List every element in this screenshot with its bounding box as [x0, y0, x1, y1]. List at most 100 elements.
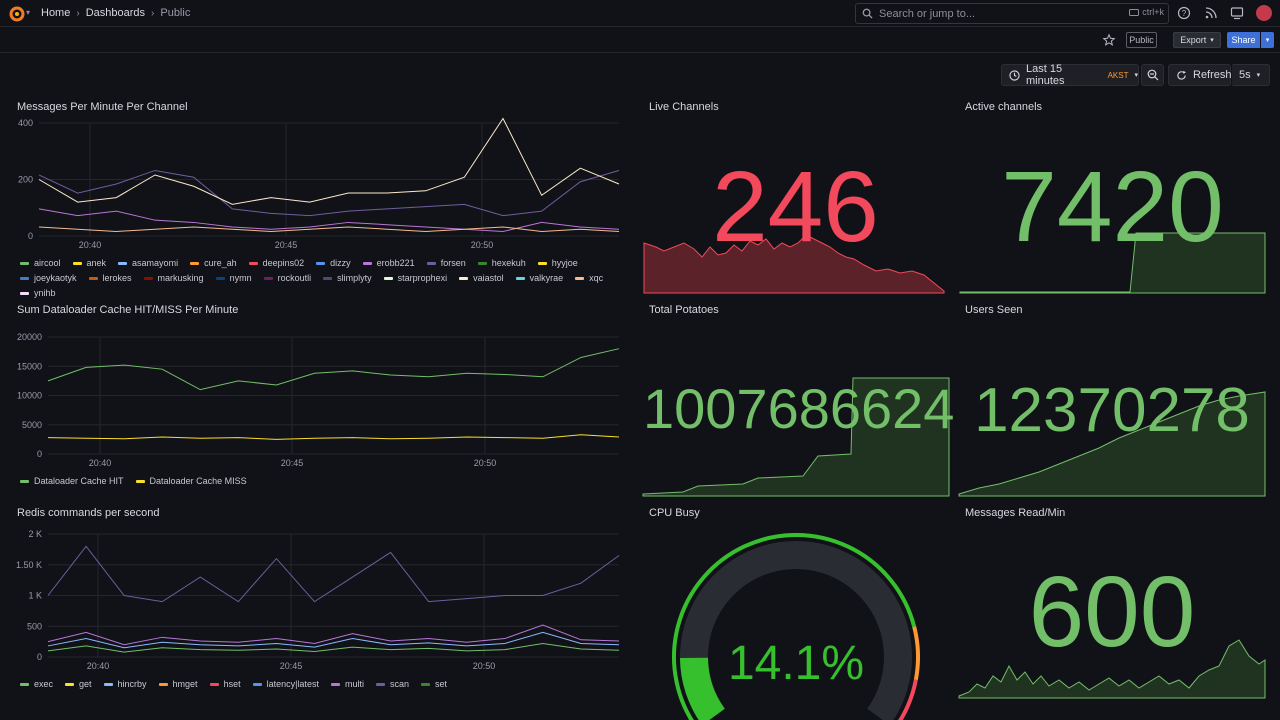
zoom-out-button[interactable]	[1141, 64, 1164, 86]
breadcrumb-home[interactable]: Home	[41, 7, 71, 19]
panel-title[interactable]: Messages Per Minute Per Channel	[17, 101, 188, 113]
legend-item[interactable]: vaiastol	[459, 273, 504, 283]
legend-swatch	[190, 261, 200, 265]
y-tick-label: 200	[18, 175, 33, 185]
legend-item[interactable]: Dataloader Cache HIT	[20, 476, 124, 486]
refresh-interval-picker[interactable]: 5s ▾	[1231, 64, 1270, 86]
search-input[interactable]: Search or jump to... ctrl+k	[855, 3, 1169, 24]
top-nav-bar: ▾ Home › Dashboards › Public Search or j…	[0, 0, 1280, 27]
panel-title[interactable]: Sum Dataloader Cache HIT/MISS Per Minute	[17, 304, 239, 316]
legend-item[interactable]: lerokes	[88, 273, 132, 283]
export-button[interactable]: Export ▾	[1173, 32, 1221, 48]
time-range-picker[interactable]: Last 15 minutes AKST ▾	[1001, 63, 1139, 87]
legend-item[interactable]: forsen	[426, 258, 466, 268]
legend-item[interactable]: hmget	[158, 679, 198, 689]
refresh-button[interactable]: Refresh	[1168, 64, 1232, 86]
legend-item[interactable]: valkyrae	[515, 273, 563, 283]
legend-item[interactable]: cure_ah	[190, 258, 237, 268]
legend-swatch	[383, 276, 393, 280]
x-tick-label: 20:40	[89, 458, 112, 468]
legend-label: rockoutli	[277, 273, 312, 283]
legend-item[interactable]: nymn	[215, 273, 252, 283]
legend-item[interactable]: dizzy	[316, 258, 351, 268]
legend-item[interactable]: xqc	[575, 273, 603, 283]
legend-swatch	[72, 261, 82, 265]
legend-item[interactable]: get	[65, 679, 92, 689]
legend-label: cure_ah	[204, 258, 237, 268]
legend-item[interactable]: erobb221	[362, 258, 415, 268]
legend-item[interactable]: starprophexi	[383, 273, 448, 283]
legend-item[interactable]: hexekuh	[477, 258, 526, 268]
legend-swatch	[575, 276, 585, 280]
legend-item[interactable]: joeykaotyk	[20, 273, 77, 283]
help-icon[interactable]: ?	[1177, 6, 1191, 20]
rss-icon[interactable]	[1204, 6, 1218, 20]
messages-per-minute-chart[interactable]: 400 200 0 20:40 20:45 20:50	[17, 117, 620, 253]
legend-item[interactable]: deepins02	[248, 258, 305, 268]
legend-item[interactable]: anek	[72, 258, 106, 268]
grafana-logo-icon[interactable]	[8, 5, 26, 23]
panel-title[interactable]: Redis commands per second	[17, 507, 160, 519]
legend-item[interactable]: hincrby	[103, 679, 147, 689]
legend-item[interactable]: ynihb	[20, 288, 56, 298]
legend-item[interactable]: set	[420, 679, 447, 689]
live-channels-value: 246	[712, 151, 879, 263]
legend-label: hyyjoe	[551, 258, 578, 268]
star-icon[interactable]	[1102, 33, 1116, 46]
legend-swatch	[263, 276, 273, 280]
panel-title[interactable]: Messages Read/Min	[965, 507, 1066, 519]
legend-swatch	[477, 261, 487, 265]
legend-item[interactable]: hset	[209, 679, 241, 689]
series-line	[47, 642, 620, 653]
monitor-icon[interactable]	[1230, 6, 1244, 20]
dataloader-cache-chart[interactable]: 20000 15000 10000 5000 0 20:40 20:45 20:50	[17, 328, 620, 473]
legend-item[interactable]: rockoutli	[263, 273, 312, 283]
y-tick-label: 1 K	[28, 591, 42, 601]
panel-title[interactable]: Active channels	[965, 101, 1043, 113]
y-tick-label: 5000	[22, 420, 42, 430]
legend-item[interactable]: scan	[375, 679, 409, 689]
x-tick-label: 20:45	[280, 661, 303, 671]
legend-label: starprophexi	[397, 273, 448, 283]
total-potatoes-value: 1007686624	[643, 377, 955, 440]
breadcrumb: Home › Dashboards › Public	[41, 7, 190, 19]
keyboard-shortcut: ctrl+k	[1129, 7, 1164, 17]
legend-swatch	[330, 682, 340, 686]
redis-commands-chart[interactable]: 2 K 1.50 K 1 K 500 0 20:40 20:45 20:50	[16, 527, 620, 672]
legend-item[interactable]: latency|latest	[252, 679, 319, 689]
live-channels-sparkline	[643, 234, 945, 294]
panel-title[interactable]: CPU Busy	[649, 507, 700, 519]
legend-item[interactable]: slimplyty	[323, 273, 372, 283]
legend-item[interactable]: asamayomi	[118, 258, 178, 268]
share-button[interactable]: Share	[1227, 32, 1260, 48]
chevron-down-icon[interactable]: ▾	[26, 8, 31, 17]
legend-item[interactable]: hyyjoe	[537, 258, 578, 268]
legend-item[interactable]: markusking	[143, 273, 204, 283]
legend-item[interactable]: multi	[330, 679, 364, 689]
chevron-down-icon: ▾	[1134, 72, 1138, 79]
chevron-right-icon: ›	[76, 7, 80, 19]
panel-title[interactable]: Users Seen	[965, 304, 1023, 316]
avatar[interactable]	[1256, 5, 1272, 21]
legend-label: exec	[34, 679, 54, 689]
legend-label: joeykaotyk	[34, 273, 77, 283]
series-line	[47, 434, 620, 440]
legend-label: ynihb	[34, 288, 56, 298]
gauge-threshold-red	[898, 679, 918, 720]
panel-title[interactable]: Total Potatoes	[649, 304, 719, 316]
chevron-down-icon: ▾	[1210, 37, 1214, 44]
legend-label: deepins02	[262, 258, 305, 268]
panel-title[interactable]: Live Channels	[649, 101, 719, 113]
legend-label: xqc	[589, 273, 604, 283]
messages-read-sparkline	[958, 639, 1266, 699]
legend-item[interactable]: aircool	[20, 258, 61, 268]
legend-item[interactable]: Dataloader Cache MISS	[135, 476, 247, 486]
legend-item[interactable]: exec	[20, 679, 53, 689]
x-tick-label: 20:40	[79, 240, 102, 250]
series-line	[38, 208, 620, 232]
breadcrumb-dashboards[interactable]: Dashboards	[85, 7, 146, 19]
legend-swatch	[459, 276, 469, 280]
legend-label: slimplyty	[337, 273, 372, 283]
legend-swatch	[420, 682, 430, 686]
share-dropdown-button[interactable]: ▾	[1261, 32, 1274, 48]
